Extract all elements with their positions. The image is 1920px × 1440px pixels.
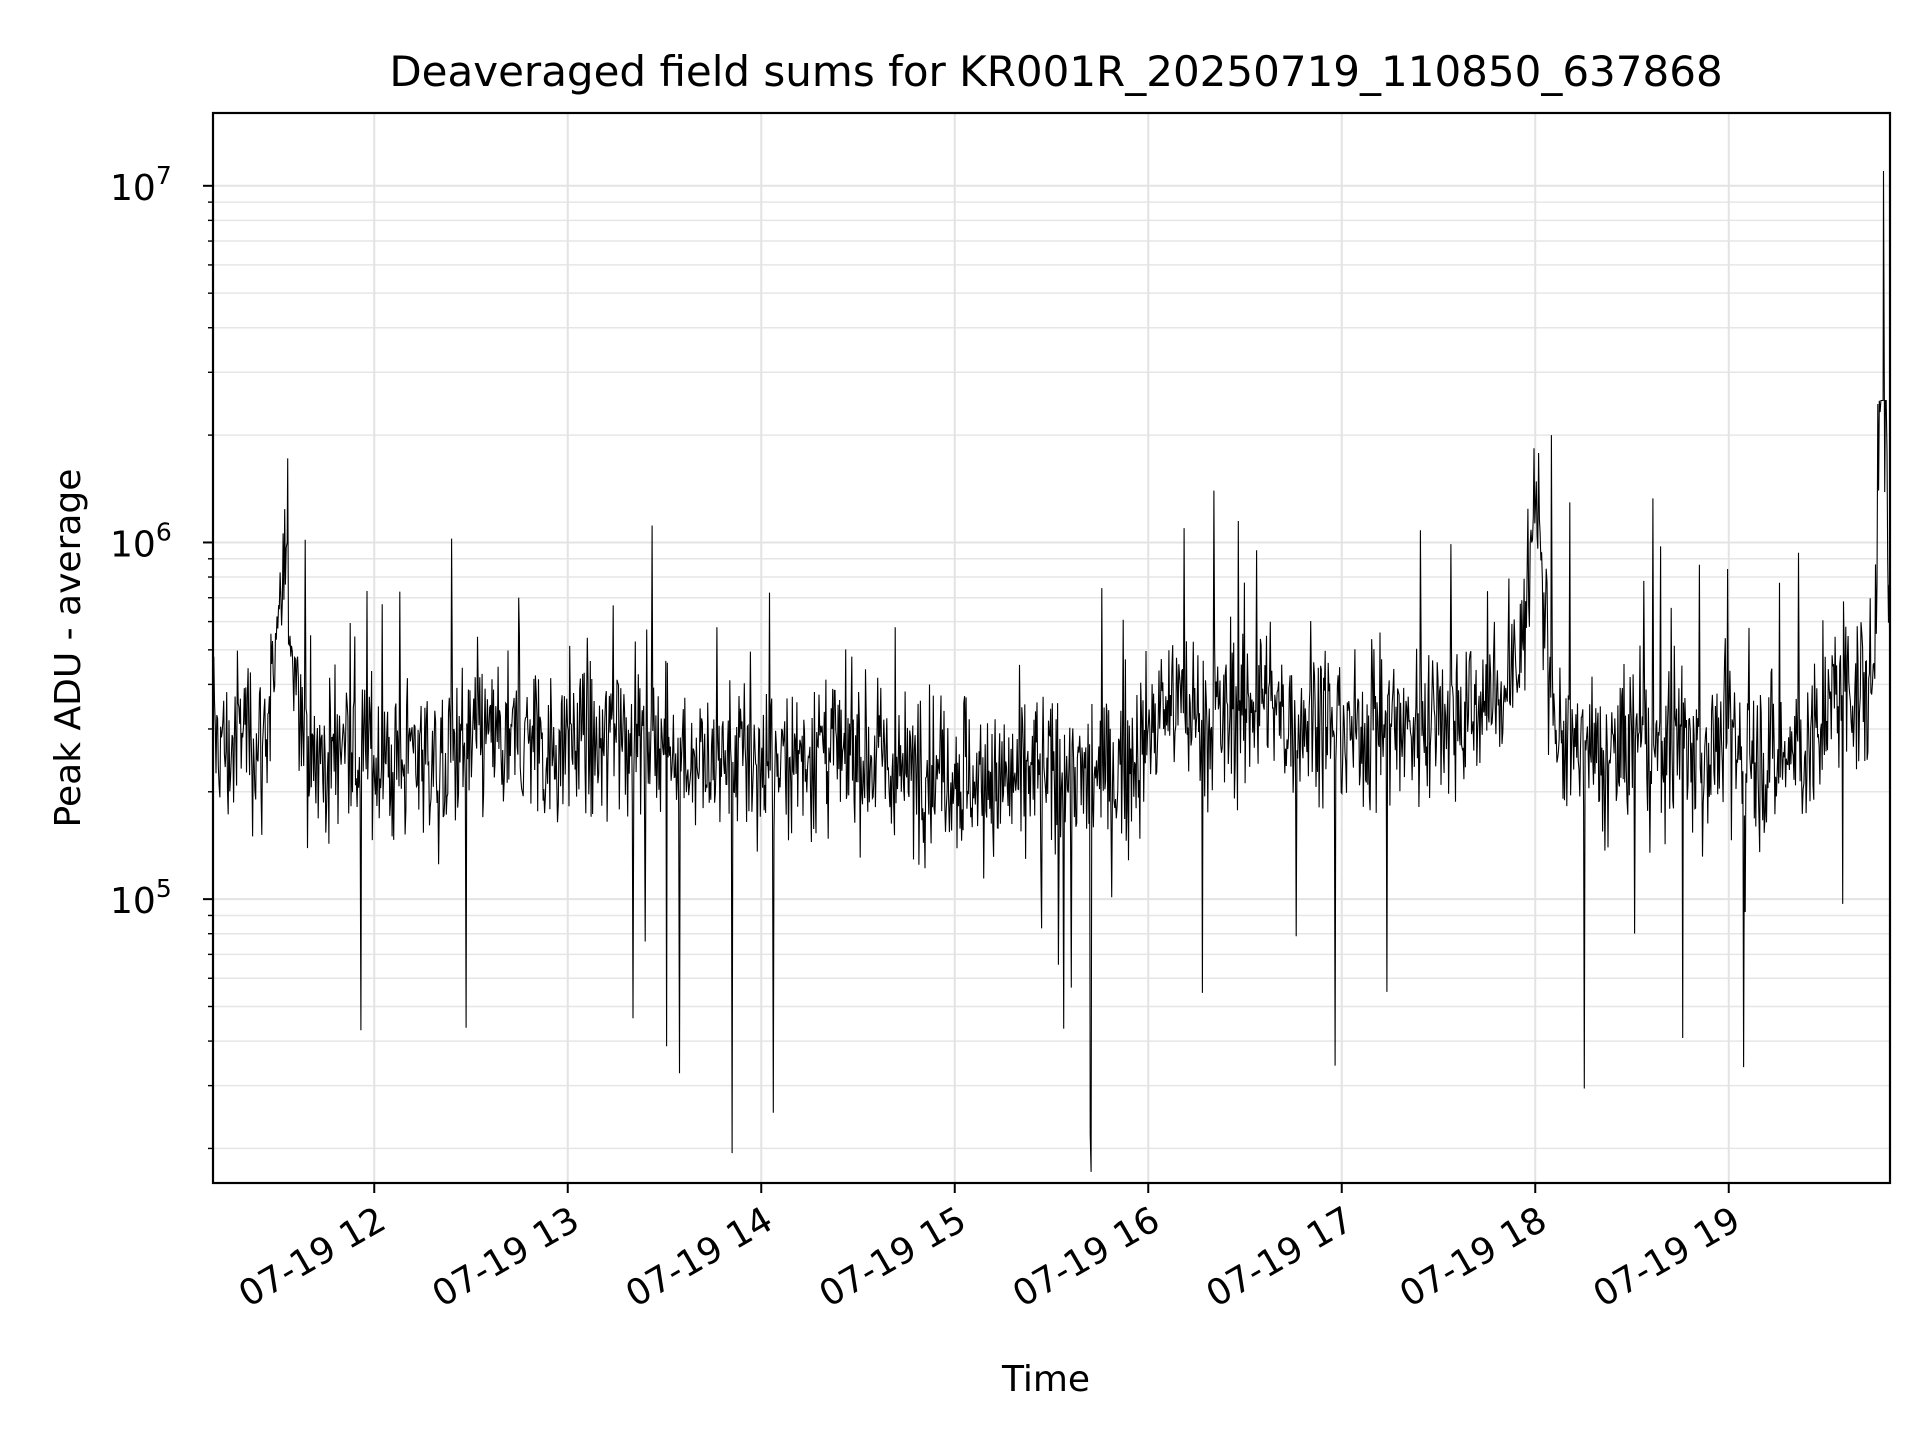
major-gridlines — [213, 113, 1890, 1183]
y-axis-label: Peak ADU - average — [48, 469, 89, 828]
axes-frame — [211, 111, 1892, 1185]
y-tick-label: 105 — [110, 874, 172, 922]
chart-title: Deaveraged field sums for KR001R_2025071… — [389, 47, 1722, 96]
series-line — [213, 170, 1890, 1172]
y-tick-base: 10 — [110, 524, 156, 565]
y-tick-exponent: 7 — [156, 161, 172, 190]
series-layer — [213, 170, 1890, 1172]
x-axis-label: Time — [1001, 1359, 1090, 1400]
y-tick-base: 10 — [110, 881, 156, 922]
minor-gridlines — [213, 201, 1890, 1150]
y-tick-exponent: 5 — [156, 874, 172, 903]
y-tick-exponent: 6 — [156, 517, 172, 546]
y-tick-label: 106 — [110, 517, 172, 565]
y-tick-base: 10 — [110, 168, 156, 209]
plot-area — [213, 113, 1890, 1183]
y-tick-label: 107 — [110, 161, 172, 209]
